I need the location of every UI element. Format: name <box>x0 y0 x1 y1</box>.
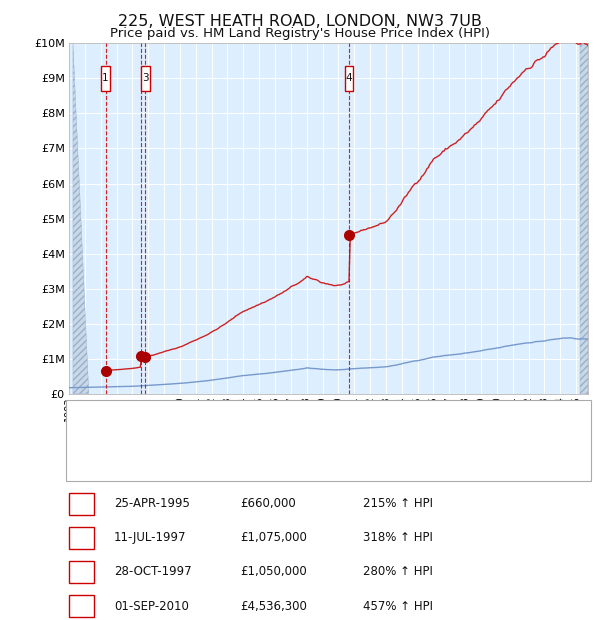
Text: Price paid vs. HM Land Registry's House Price Index (HPI): Price paid vs. HM Land Registry's House … <box>110 27 490 40</box>
Text: 1: 1 <box>102 73 109 84</box>
Text: 225, WEST HEATH ROAD, LONDON, NW3 7UB: 225, WEST HEATH ROAD, LONDON, NW3 7UB <box>118 14 482 29</box>
Polygon shape <box>580 43 588 394</box>
Text: 457% ↑ HPI: 457% ↑ HPI <box>363 600 433 613</box>
Text: HPI: Average price, detached house, Barnet: HPI: Average price, detached house, Barn… <box>115 451 359 461</box>
Text: 1: 1 <box>78 497 85 510</box>
Text: 2: 2 <box>78 531 85 544</box>
Text: £4,536,300: £4,536,300 <box>240 600 307 613</box>
Text: 280% ↑ HPI: 280% ↑ HPI <box>363 565 433 578</box>
Polygon shape <box>73 43 89 394</box>
FancyBboxPatch shape <box>141 66 150 91</box>
Text: 3: 3 <box>142 73 149 84</box>
Text: 225, WEST HEATH ROAD, LONDON, NW3 7UB (detached house): 225, WEST HEATH ROAD, LONDON, NW3 7UB (d… <box>115 419 469 429</box>
Text: 25-APR-1995: 25-APR-1995 <box>114 497 190 510</box>
Text: £1,075,000: £1,075,000 <box>240 531 307 544</box>
Text: 3: 3 <box>78 565 85 578</box>
Text: 4: 4 <box>78 600 85 613</box>
Text: 28-OCT-1997: 28-OCT-1997 <box>114 565 191 578</box>
Text: 01-SEP-2010: 01-SEP-2010 <box>114 600 189 613</box>
Text: 215% ↑ HPI: 215% ↑ HPI <box>363 497 433 510</box>
Text: £660,000: £660,000 <box>240 497 296 510</box>
Text: 4: 4 <box>346 73 352 84</box>
Text: 11-JUL-1997: 11-JUL-1997 <box>114 531 187 544</box>
Text: 318% ↑ HPI: 318% ↑ HPI <box>363 531 433 544</box>
FancyBboxPatch shape <box>101 66 110 91</box>
Text: £1,050,000: £1,050,000 <box>240 565 307 578</box>
FancyBboxPatch shape <box>344 66 353 91</box>
